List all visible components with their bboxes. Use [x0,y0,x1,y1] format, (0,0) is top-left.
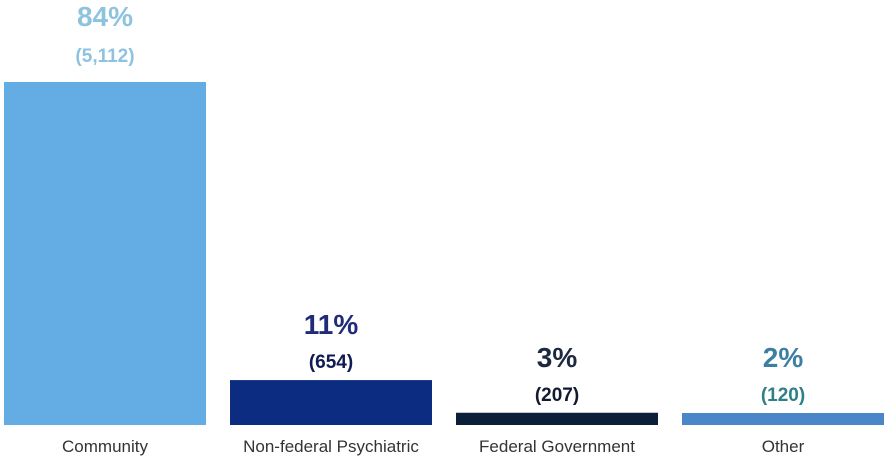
bar-federal-government [456,412,658,425]
bar-non-federal-psychiatric [230,380,432,425]
bars-group [4,82,884,425]
count-label-community: (5,112) [75,46,134,67]
category-label-federal-government: Federal Government [479,437,635,456]
category-label-non-federal-psychiatric: Non-federal Psychiatric [243,437,419,456]
value-label-other: 2% [763,342,804,373]
count-label-non-federal-psychiatric: (654) [309,352,353,373]
category-labels-group: Community Non-federal Psychiatric Federal … [62,437,805,456]
value-label-community: 84% [77,1,133,32]
bar-community [4,82,206,425]
category-label-other: Other [762,437,805,456]
value-label-federal-government: 3% [537,342,578,373]
bar-other [682,413,884,425]
count-label-other: (120) [761,385,805,406]
labels-group: 84% (5,112) 11% (654) 3% (207) 2% (120) [75,1,805,406]
value-label-non-federal-psychiatric: 11% [304,309,359,340]
category-label-community: Community [62,437,148,456]
count-label-federal-government: (207) [535,385,579,406]
